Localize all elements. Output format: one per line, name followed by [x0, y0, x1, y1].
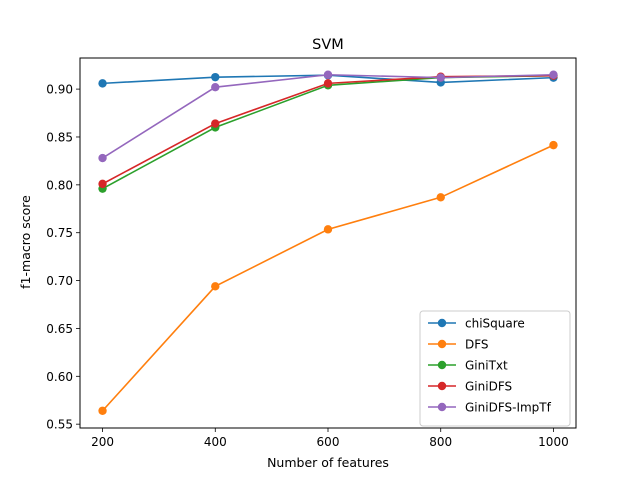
- y-tick-label: 0.75: [46, 226, 73, 240]
- x-tick-label: 800: [429, 435, 452, 449]
- plot-frame: [79, 57, 577, 429]
- legend-item: GiniDFS-ImpTf: [428, 401, 552, 415]
- data-point: [549, 70, 558, 79]
- legend-label: chiSquare: [465, 317, 525, 331]
- legend-box: [419, 310, 571, 427]
- data-point: [211, 119, 220, 128]
- data-point: [98, 406, 107, 415]
- legend-label: GiniDFS-ImpTf: [465, 401, 552, 415]
- x-axis-label: Number of features: [267, 455, 389, 470]
- series-layer: [98, 70, 558, 415]
- data-point: [211, 72, 220, 82]
- y-tick-label: 0.70: [46, 274, 73, 288]
- y-tick-label: 0.60: [46, 370, 73, 384]
- legend-swatch-marker: [437, 360, 447, 370]
- x-tick-label: 200: [91, 435, 114, 449]
- x-tick-label: 1000: [538, 435, 569, 449]
- legend-label: GiniDFS: [465, 380, 512, 394]
- series-ginidfs-imptf: [98, 70, 558, 163]
- data-point: [211, 282, 220, 291]
- legend-label: DFS: [465, 338, 489, 352]
- data-point: [436, 73, 445, 82]
- legend: chiSquare DFS GiniTxt GiniDFS GiniDFS-ImpTf: [419, 310, 571, 427]
- legend-item: chiSquare: [428, 317, 525, 331]
- legend-item: GiniDFS: [428, 380, 512, 394]
- data-point: [323, 70, 333, 79]
- legend-item: DFS: [428, 338, 489, 352]
- data-point: [549, 140, 558, 150]
- x-axis: 200 400 600 800 1000: [91, 428, 569, 449]
- data-point: [98, 79, 107, 88]
- data-point: [323, 79, 333, 88]
- legend-swatch-marker: [437, 339, 447, 349]
- legend-swatch-marker: [437, 402, 447, 412]
- y-tick-label: 0.65: [46, 322, 73, 336]
- y-axis-label: f1-macro score: [18, 195, 33, 289]
- legend-label: GiniTxt: [465, 359, 508, 373]
- x-tick-label: 600: [317, 435, 340, 449]
- chart-title: SVM: [312, 37, 344, 53]
- legend-swatch-marker: [437, 381, 447, 391]
- y-tick-label: 0.80: [46, 178, 73, 192]
- data-point: [98, 179, 107, 189]
- y-tick-label: 0.90: [46, 83, 73, 97]
- x-tick-label: 400: [204, 435, 227, 449]
- data-point: [211, 82, 220, 92]
- legend-item: GiniTxt: [428, 359, 508, 373]
- y-tick-label: 0.85: [46, 130, 73, 144]
- data-point: [436, 193, 445, 202]
- series-dfs: [98, 140, 558, 415]
- legend-swatch-marker: [437, 318, 447, 328]
- y-axis: 0.55 0.60 0.65 0.70 0.75 0.80 0.85 0.90: [46, 83, 80, 432]
- y-tick-label: 0.55: [46, 418, 73, 432]
- data-point: [98, 153, 107, 163]
- data-point: [323, 225, 333, 234]
